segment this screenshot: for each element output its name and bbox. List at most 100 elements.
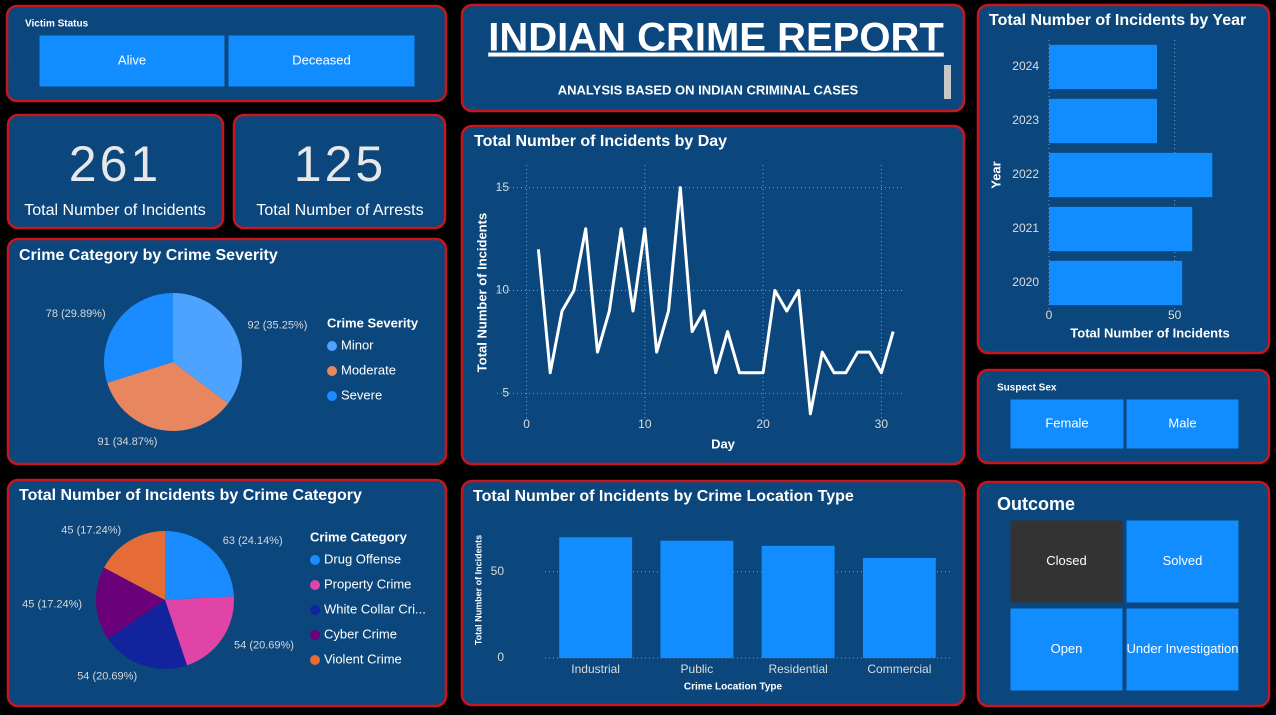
y-tick-label: 2020 [1012, 275, 1039, 289]
y-tick-label: 50 [491, 564, 505, 578]
x-tick-label: Residential [768, 662, 827, 676]
slicer-button[interactable] [1125, 519, 1240, 604]
y-tick-label: 2024 [1012, 59, 1039, 73]
slicer-option[interactable]: Solved [1163, 553, 1203, 568]
slicer-option[interactable]: Under Investigation [1126, 641, 1238, 656]
legend-marker [310, 655, 320, 665]
card-label: Total Number of Arrests [256, 202, 423, 219]
slicer-title: Outcome [997, 494, 1075, 514]
scrollbar [944, 65, 951, 99]
legend-label: Minor [341, 337, 374, 352]
pie-slice [165, 596, 234, 666]
legend-label: Drug Offense [324, 551, 401, 566]
data-label: 45 (17.24%) [61, 525, 121, 537]
pie-slice [165, 531, 234, 600]
x-tick-label: Commercial [867, 662, 931, 676]
legend-marker [327, 391, 337, 401]
slicer-title: Victim Status [25, 19, 89, 30]
data-label: 45 (17.24%) [22, 598, 82, 610]
bar [1049, 260, 1183, 306]
data-label: 54 (20.69%) [234, 639, 294, 651]
slicer-button[interactable] [1125, 607, 1240, 692]
pie-slice [104, 531, 165, 600]
chart-title: Total Number of Incidents by Year [989, 12, 1246, 29]
legend-label: White Collar Cri... [324, 601, 426, 616]
card-label: Total Number of Incidents [24, 202, 205, 219]
x-tick-label: 0 [523, 417, 530, 431]
legend-marker [327, 341, 337, 351]
y-tick-label: 10 [496, 283, 510, 297]
x-tick-label: 30 [875, 417, 889, 431]
bar [559, 537, 633, 658]
x-tick-label: 0 [1046, 308, 1053, 322]
x-axis-title: Day [711, 436, 736, 451]
slicer-button[interactable] [1009, 607, 1124, 692]
y-tick-label: 0 [497, 650, 504, 664]
y-axis-title: Total Number of Incidents [473, 535, 483, 645]
data-label: 54 (20.69%) [77, 671, 137, 683]
bar [1049, 206, 1193, 252]
y-tick-label: 5 [502, 385, 509, 399]
legend-title: Crime Severity [327, 315, 419, 330]
legend-marker [310, 630, 320, 640]
pie-slice [103, 293, 173, 383]
bar [1049, 152, 1213, 198]
bar [761, 545, 835, 658]
bar [862, 557, 936, 658]
legend-title: Crime Category [310, 529, 408, 544]
slicer-title: Suspect Sex [997, 383, 1057, 394]
bar [1049, 98, 1158, 144]
panel [232, 113, 447, 230]
y-axis-title: Year [988, 161, 1003, 188]
data-label: 63 (24.14%) [223, 535, 283, 547]
x-axis-title: Total Number of Incidents [1070, 325, 1229, 340]
slicer-option[interactable]: Alive [118, 52, 146, 67]
chart-title: Total Number of Incidents by Day [474, 133, 727, 150]
slicer-option[interactable]: Open [1051, 641, 1083, 656]
legend-label: Moderate [341, 362, 396, 377]
legend-marker [310, 580, 320, 590]
chart-title: Total Number of Incidents by Crime Categ… [19, 487, 362, 504]
card-value: 125 [294, 136, 386, 192]
legend-label: Cyber Crime [324, 626, 397, 641]
report-subtitle: ANALYSIS BASED ON INDIAN CRIMINAL CASES [558, 82, 859, 97]
slicer-option[interactable]: Closed [1046, 553, 1086, 568]
bar [660, 540, 734, 658]
x-tick-label: 50 [1168, 308, 1182, 322]
pie-slice [107, 600, 188, 670]
report-title: INDIAN CRIME REPORT [488, 16, 944, 60]
slicer-button[interactable] [1009, 519, 1124, 604]
pie-slice [95, 567, 165, 639]
legend-label: Property Crime [324, 576, 411, 591]
slicer-button[interactable] [227, 34, 416, 88]
card-value: 261 [69, 136, 161, 192]
legend-label: Violent Crime [324, 651, 402, 666]
y-axis-title: Total Number of Incidents [474, 213, 489, 372]
y-tick-label: 15 [496, 180, 510, 194]
slicer-button[interactable] [38, 34, 226, 88]
data-label: 91 (34.87%) [97, 436, 157, 448]
bar [1049, 44, 1158, 90]
legend-marker [310, 605, 320, 615]
chart-title: Total Number of Incidents by Crime Locat… [473, 488, 854, 505]
data-label: 78 (29.89%) [46, 308, 106, 320]
line-series [536, 186, 895, 416]
slicer-option[interactable]: Female [1045, 415, 1088, 430]
panel [460, 3, 966, 113]
panel [460, 124, 966, 466]
x-tick-label: 20 [756, 417, 770, 431]
x-tick-label: Public [681, 662, 714, 676]
x-axis-title: Crime Location Type [684, 682, 783, 693]
legend-label: Severe [341, 387, 382, 402]
y-tick-label: 2022 [1012, 167, 1039, 181]
panel [6, 113, 225, 230]
slicer-button[interactable] [1125, 398, 1240, 450]
x-tick-label: Industrial [571, 662, 620, 676]
x-tick-label: 10 [638, 417, 652, 431]
slicer-option[interactable]: Male [1168, 415, 1196, 430]
y-tick-label: 2023 [1012, 113, 1039, 127]
legend-marker [310, 555, 320, 565]
slicer-button[interactable] [1009, 398, 1125, 450]
slicer-option[interactable]: Deceased [292, 52, 351, 67]
